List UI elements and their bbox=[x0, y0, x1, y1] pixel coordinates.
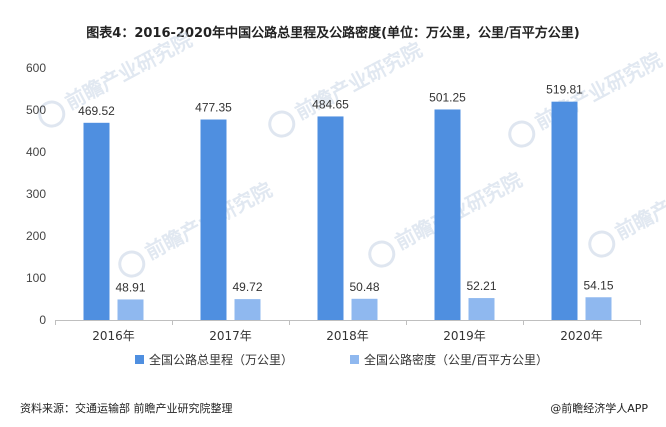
data-label: 54.15 bbox=[583, 278, 613, 292]
y-tick-label: 100 bbox=[26, 271, 46, 285]
y-tick-label: 400 bbox=[26, 145, 46, 159]
data-label: 50.48 bbox=[349, 280, 379, 294]
bar-road-length bbox=[200, 119, 227, 320]
x-tick-label: 2018年 bbox=[326, 329, 369, 343]
brand-credit: @前瞻经济学人APP bbox=[550, 402, 648, 415]
data-label: 484.65 bbox=[312, 97, 349, 111]
bar-road-length bbox=[83, 122, 110, 320]
legend-label: 全国公路总里程（万公里） bbox=[149, 352, 293, 367]
y-tick-label: 300 bbox=[26, 187, 46, 201]
bar-road-length bbox=[317, 116, 344, 321]
legend-label: 全国公路密度（公里/百平方公里） bbox=[364, 352, 548, 367]
data-label: 52.21 bbox=[466, 279, 496, 293]
data-label: 501.25 bbox=[429, 90, 466, 104]
legend-swatch bbox=[350, 355, 359, 364]
bar-road-length bbox=[434, 109, 461, 320]
bar-road-density bbox=[585, 297, 612, 320]
chart-title: 图表4：2016-2020年中国公路总里程及公路密度(单位：万公里，公里/百平方… bbox=[86, 26, 580, 41]
data-label: 469.52 bbox=[78, 104, 115, 118]
y-tick-label: 600 bbox=[26, 61, 46, 75]
y-tick-label: 500 bbox=[26, 103, 46, 117]
legend-swatch bbox=[135, 355, 144, 364]
source-note: 资料来源：交通运输部 前瞻产业研究院整理 bbox=[20, 402, 233, 415]
x-tick-label: 2016年 bbox=[92, 329, 135, 343]
y-tick-label: 0 bbox=[39, 313, 46, 327]
y-tick-label: 200 bbox=[26, 229, 46, 243]
data-label: 519.81 bbox=[546, 83, 583, 97]
data-label: 49.72 bbox=[232, 280, 262, 294]
bar-road-density bbox=[468, 298, 495, 320]
bar-road-density bbox=[234, 299, 261, 320]
data-label: 48.91 bbox=[115, 280, 145, 294]
data-label: 477.35 bbox=[195, 101, 232, 115]
bar-road-density bbox=[117, 299, 144, 320]
bar-road-density bbox=[351, 298, 378, 320]
x-tick-label: 2017年 bbox=[209, 329, 252, 343]
x-tick-label: 2019年 bbox=[443, 329, 486, 343]
x-tick-label: 2020年 bbox=[560, 329, 603, 343]
bar-road-length bbox=[551, 101, 578, 320]
